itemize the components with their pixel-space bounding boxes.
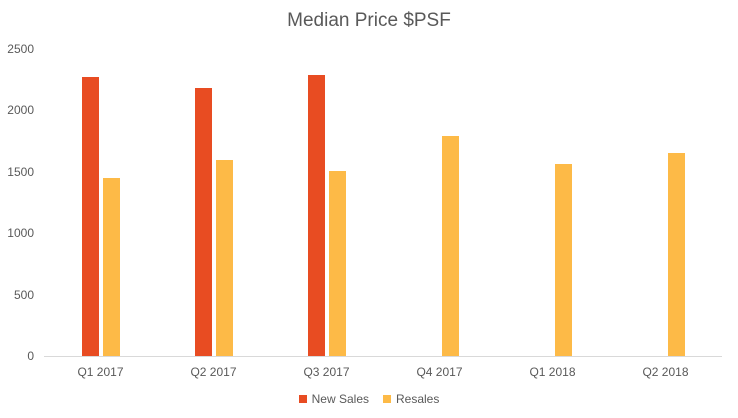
plot-area bbox=[44, 49, 722, 356]
y-tick-label: 2000 bbox=[7, 103, 34, 118]
x-tick-label: Q4 2017 bbox=[416, 365, 463, 379]
y-tick-label: 500 bbox=[13, 287, 34, 302]
x-tick-label: Q2 2018 bbox=[642, 365, 689, 379]
bar-new-sales bbox=[194, 88, 212, 356]
bar-resales bbox=[667, 153, 685, 356]
x-tick-label: Q2 2017 bbox=[190, 365, 237, 379]
y-tick-label: 0 bbox=[27, 349, 34, 363]
legend-label: New Sales bbox=[311, 392, 369, 406]
bar-new-sales bbox=[307, 74, 325, 356]
legend-item-resales: Resales bbox=[383, 392, 439, 406]
chart-title: Median Price $PSF bbox=[287, 10, 451, 31]
bar-resales bbox=[441, 136, 459, 356]
bar-resales bbox=[554, 164, 572, 356]
x-tick-label: Q1 2018 bbox=[529, 365, 576, 379]
bar-new-sales bbox=[81, 77, 99, 356]
new-sales-swatch-icon bbox=[298, 395, 307, 403]
bar-resales bbox=[215, 160, 233, 356]
x-tick-label: Q1 2017 bbox=[77, 365, 124, 379]
legend-label: Resales bbox=[396, 392, 440, 406]
legend: New Sales Resales bbox=[0, 392, 738, 406]
y-tick-label: 1000 bbox=[7, 226, 34, 241]
legend-item-new-sales: New Sales bbox=[298, 392, 369, 406]
x-axis-line bbox=[44, 356, 722, 357]
bar-resales bbox=[328, 171, 346, 356]
resales-swatch-icon bbox=[383, 395, 391, 403]
bar-resales bbox=[102, 177, 120, 356]
y-tick-label: 2500 bbox=[7, 42, 34, 56]
x-tick-label: Q3 2017 bbox=[303, 365, 350, 379]
y-tick-label: 1500 bbox=[7, 164, 34, 179]
